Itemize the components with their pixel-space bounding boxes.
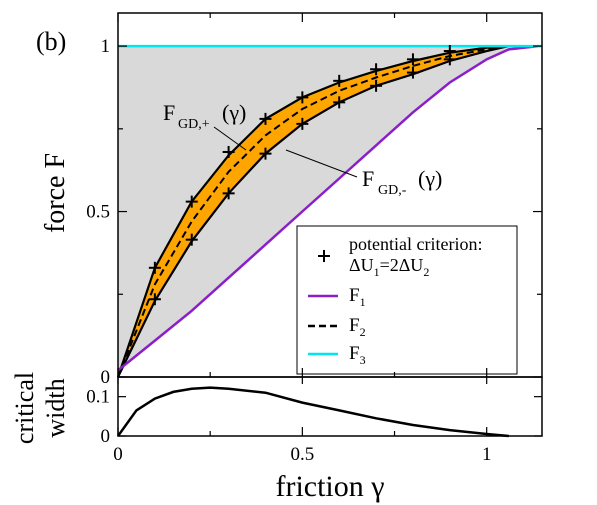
xtick-label: 1 bbox=[482, 444, 492, 465]
marker-potential-lower-4 bbox=[296, 117, 309, 130]
legend-box bbox=[296, 225, 518, 375]
y-axis-label-critical: critical bbox=[10, 372, 39, 444]
annotation-f-gd-minus: F GD,- (γ) bbox=[285, 149, 442, 198]
curve-critical-width bbox=[116, 386, 509, 438]
marker-potential-lower-6 bbox=[370, 79, 383, 92]
marker-potential-upper-7 bbox=[406, 53, 419, 66]
marker-potential-lower-1 bbox=[185, 233, 198, 246]
y-axis-label-width: width bbox=[41, 378, 70, 437]
marker-potential-upper-0 bbox=[148, 261, 161, 274]
main-ytick-label: 1 bbox=[101, 36, 111, 57]
gray-shaded-region bbox=[118, 46, 542, 371]
annotation-upper-main: F bbox=[163, 100, 175, 125]
curve-f-gd-minus bbox=[117, 45, 510, 378]
curve-f1 bbox=[117, 44, 539, 372]
marker-potential-lower-0 bbox=[148, 293, 161, 306]
panel-label: (b) bbox=[36, 27, 66, 56]
marker-potential-upper-3 bbox=[259, 112, 272, 125]
legend-label-f3: F3 bbox=[349, 343, 366, 367]
width-plot-area bbox=[116, 386, 509, 438]
xtick-label: 0.5 bbox=[290, 444, 314, 465]
x-axis-label: friction γ bbox=[275, 470, 384, 503]
annotation-upper-arg: (γ) bbox=[222, 100, 246, 125]
main-ytick-label: 0.5 bbox=[86, 202, 110, 223]
legend-potential-title: potential criterion: bbox=[349, 234, 482, 254]
curve-f-gd-plus bbox=[116, 45, 509, 378]
annotation-lower-pointer bbox=[285, 149, 358, 178]
annotation-lower-sub: GD,- bbox=[378, 183, 407, 198]
marker-potential-upper-5 bbox=[333, 74, 346, 87]
marker-potential-upper-6 bbox=[370, 63, 383, 76]
marker-potential-lower-8 bbox=[443, 53, 456, 66]
width-plot-frame bbox=[117, 376, 543, 437]
main-ytick-label: 0 bbox=[101, 367, 111, 388]
marker-potential-lower-3 bbox=[259, 147, 272, 160]
annotation-lower-arg: (γ) bbox=[418, 166, 442, 191]
marker-potential-upper-2 bbox=[222, 145, 235, 158]
marker-potential-upper-1 bbox=[185, 195, 198, 208]
annotation-upper-pointer bbox=[213, 126, 247, 151]
main-plot-area bbox=[116, 44, 542, 378]
legend: potential criterion: ΔU1=2ΔU2 F1 F2 F3 bbox=[296, 225, 518, 375]
annotation-lower-main: F bbox=[362, 166, 374, 191]
marker-potential-lower-5 bbox=[333, 96, 346, 109]
marker-potential-lower-2 bbox=[222, 187, 235, 200]
legend-marker-plus bbox=[318, 250, 330, 262]
curve-f2 bbox=[117, 45, 509, 378]
width-ytick-label: 0.1 bbox=[86, 387, 110, 408]
xtick-label: 0 bbox=[113, 444, 123, 465]
legend-potential-formula: ΔU1=2ΔU2 bbox=[349, 255, 429, 279]
orange-band bbox=[118, 46, 509, 377]
width-ytick-label: 0 bbox=[101, 426, 111, 447]
y-axis-label-force: force F bbox=[40, 153, 71, 233]
annotation-f-gd-plus: F GD,+ (γ) bbox=[163, 100, 247, 151]
marker-potential-upper-4 bbox=[296, 91, 309, 104]
marker-potential-lower-7 bbox=[406, 66, 419, 79]
legend-label-f1: F1 bbox=[349, 285, 366, 309]
annotation-upper-sub: GD,+ bbox=[178, 117, 210, 132]
legend-label-f2: F2 bbox=[349, 315, 366, 339]
